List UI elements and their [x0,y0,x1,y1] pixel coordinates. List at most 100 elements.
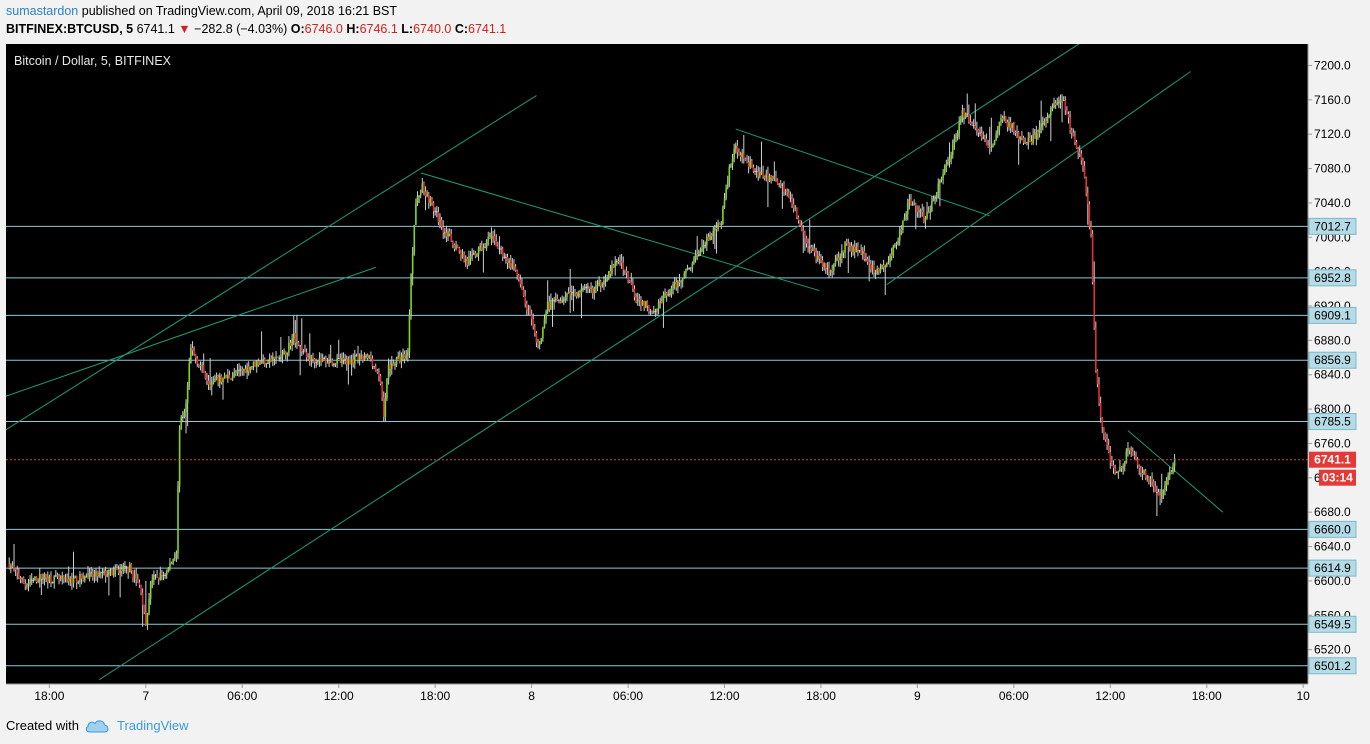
candle-body [816,256,819,260]
candle-body [69,578,72,582]
candle-body [1075,142,1078,149]
candle-body [140,585,142,593]
tradingview-link[interactable]: TradingView [116,718,189,733]
candle-body [852,246,854,252]
candle-body [249,366,252,371]
candle-body [204,372,207,379]
author-link[interactable]: sumastardon [6,4,79,18]
candle-body [357,355,359,361]
candle-body [1099,403,1102,418]
x-tick-label: 18:00 [806,689,836,703]
trendline [1127,430,1224,513]
candle-body [169,564,171,569]
symbol-label: BITFINEX:BTCUSD, 5 [6,22,134,36]
close-label: C: [454,22,469,36]
candle-body [646,301,649,306]
candle-body [516,270,518,276]
candle-body [1086,193,1089,205]
candle-body [587,286,589,288]
candle-body [419,192,422,196]
candle-body [88,572,91,579]
candle-body [804,232,806,239]
candle-body [540,338,543,344]
candle-body [177,486,179,554]
x-tick-label: 7 [143,689,150,703]
candle-body [29,579,31,584]
candle-body [569,291,571,296]
candle-body [620,260,623,263]
candle-body [948,159,951,162]
candle-body [863,251,866,260]
level-price-box [1308,520,1357,538]
candle-body [873,265,875,273]
candle-body [818,256,821,259]
candle-body [251,366,253,368]
candle-body [167,568,170,572]
candle-body [1072,132,1075,137]
candle-body [442,226,445,233]
candle-body [382,397,385,418]
candle-body [1098,383,1100,404]
candle-body [368,355,371,358]
candle-body [992,145,994,148]
candle-body [489,237,491,239]
candle-body [255,361,258,367]
candle-body [886,262,888,266]
candle-body [522,289,525,296]
candle-body [1000,118,1002,122]
candle-body [731,158,734,165]
candle-body [408,314,411,353]
candle-body [513,263,515,267]
candle-body [527,309,530,311]
candle-body [1170,472,1173,474]
candle-body [143,604,146,613]
candle-body [591,287,594,294]
candle-body [601,284,604,286]
candle-body [55,575,57,577]
candle-body [450,233,453,242]
candle-body [607,271,610,278]
candle-body [477,247,480,255]
candle-body [675,282,678,288]
candle-body [939,179,941,184]
candle-body [1058,102,1060,104]
candle-body [490,233,493,239]
candle-body [455,245,457,249]
candle-body [521,284,523,290]
candle-body [317,361,319,363]
candle-body [564,297,567,301]
candle-body [546,301,549,312]
candle-body [14,568,17,570]
candle-body [943,166,946,174]
price-chart[interactable]: 6520.06560.06600.06640.06680.06720.06760… [5,36,1364,706]
candle-body [1115,472,1118,474]
candle-body [48,576,51,582]
candle-body [869,263,872,270]
candle-body [720,223,723,225]
candle-body [254,361,256,367]
candle-body [487,237,490,241]
candle-body [133,574,136,578]
candle-body [413,225,416,253]
candle-body [191,347,194,351]
candle-body [1008,121,1010,127]
candle-body [718,223,721,225]
candle-body [881,264,883,269]
candle-body [754,170,756,172]
candle-body [1009,121,1012,129]
candle-body [1130,450,1132,452]
chart-area[interactable]: 6520.06560.06600.06640.06680.06720.06760… [5,36,1364,706]
time-axis[interactable] [6,684,1364,706]
candle-body [77,581,80,583]
candle-body [972,124,975,126]
candle-body [796,207,798,218]
candle-body [228,375,231,379]
candle-body [651,311,653,313]
candle-body [109,569,112,571]
candle-body [765,173,768,178]
candle-body [643,301,645,308]
candle-body [691,263,694,268]
candle-body [472,253,475,255]
candle-body [288,342,290,353]
level-price-label: 6501.2 [1314,659,1351,673]
